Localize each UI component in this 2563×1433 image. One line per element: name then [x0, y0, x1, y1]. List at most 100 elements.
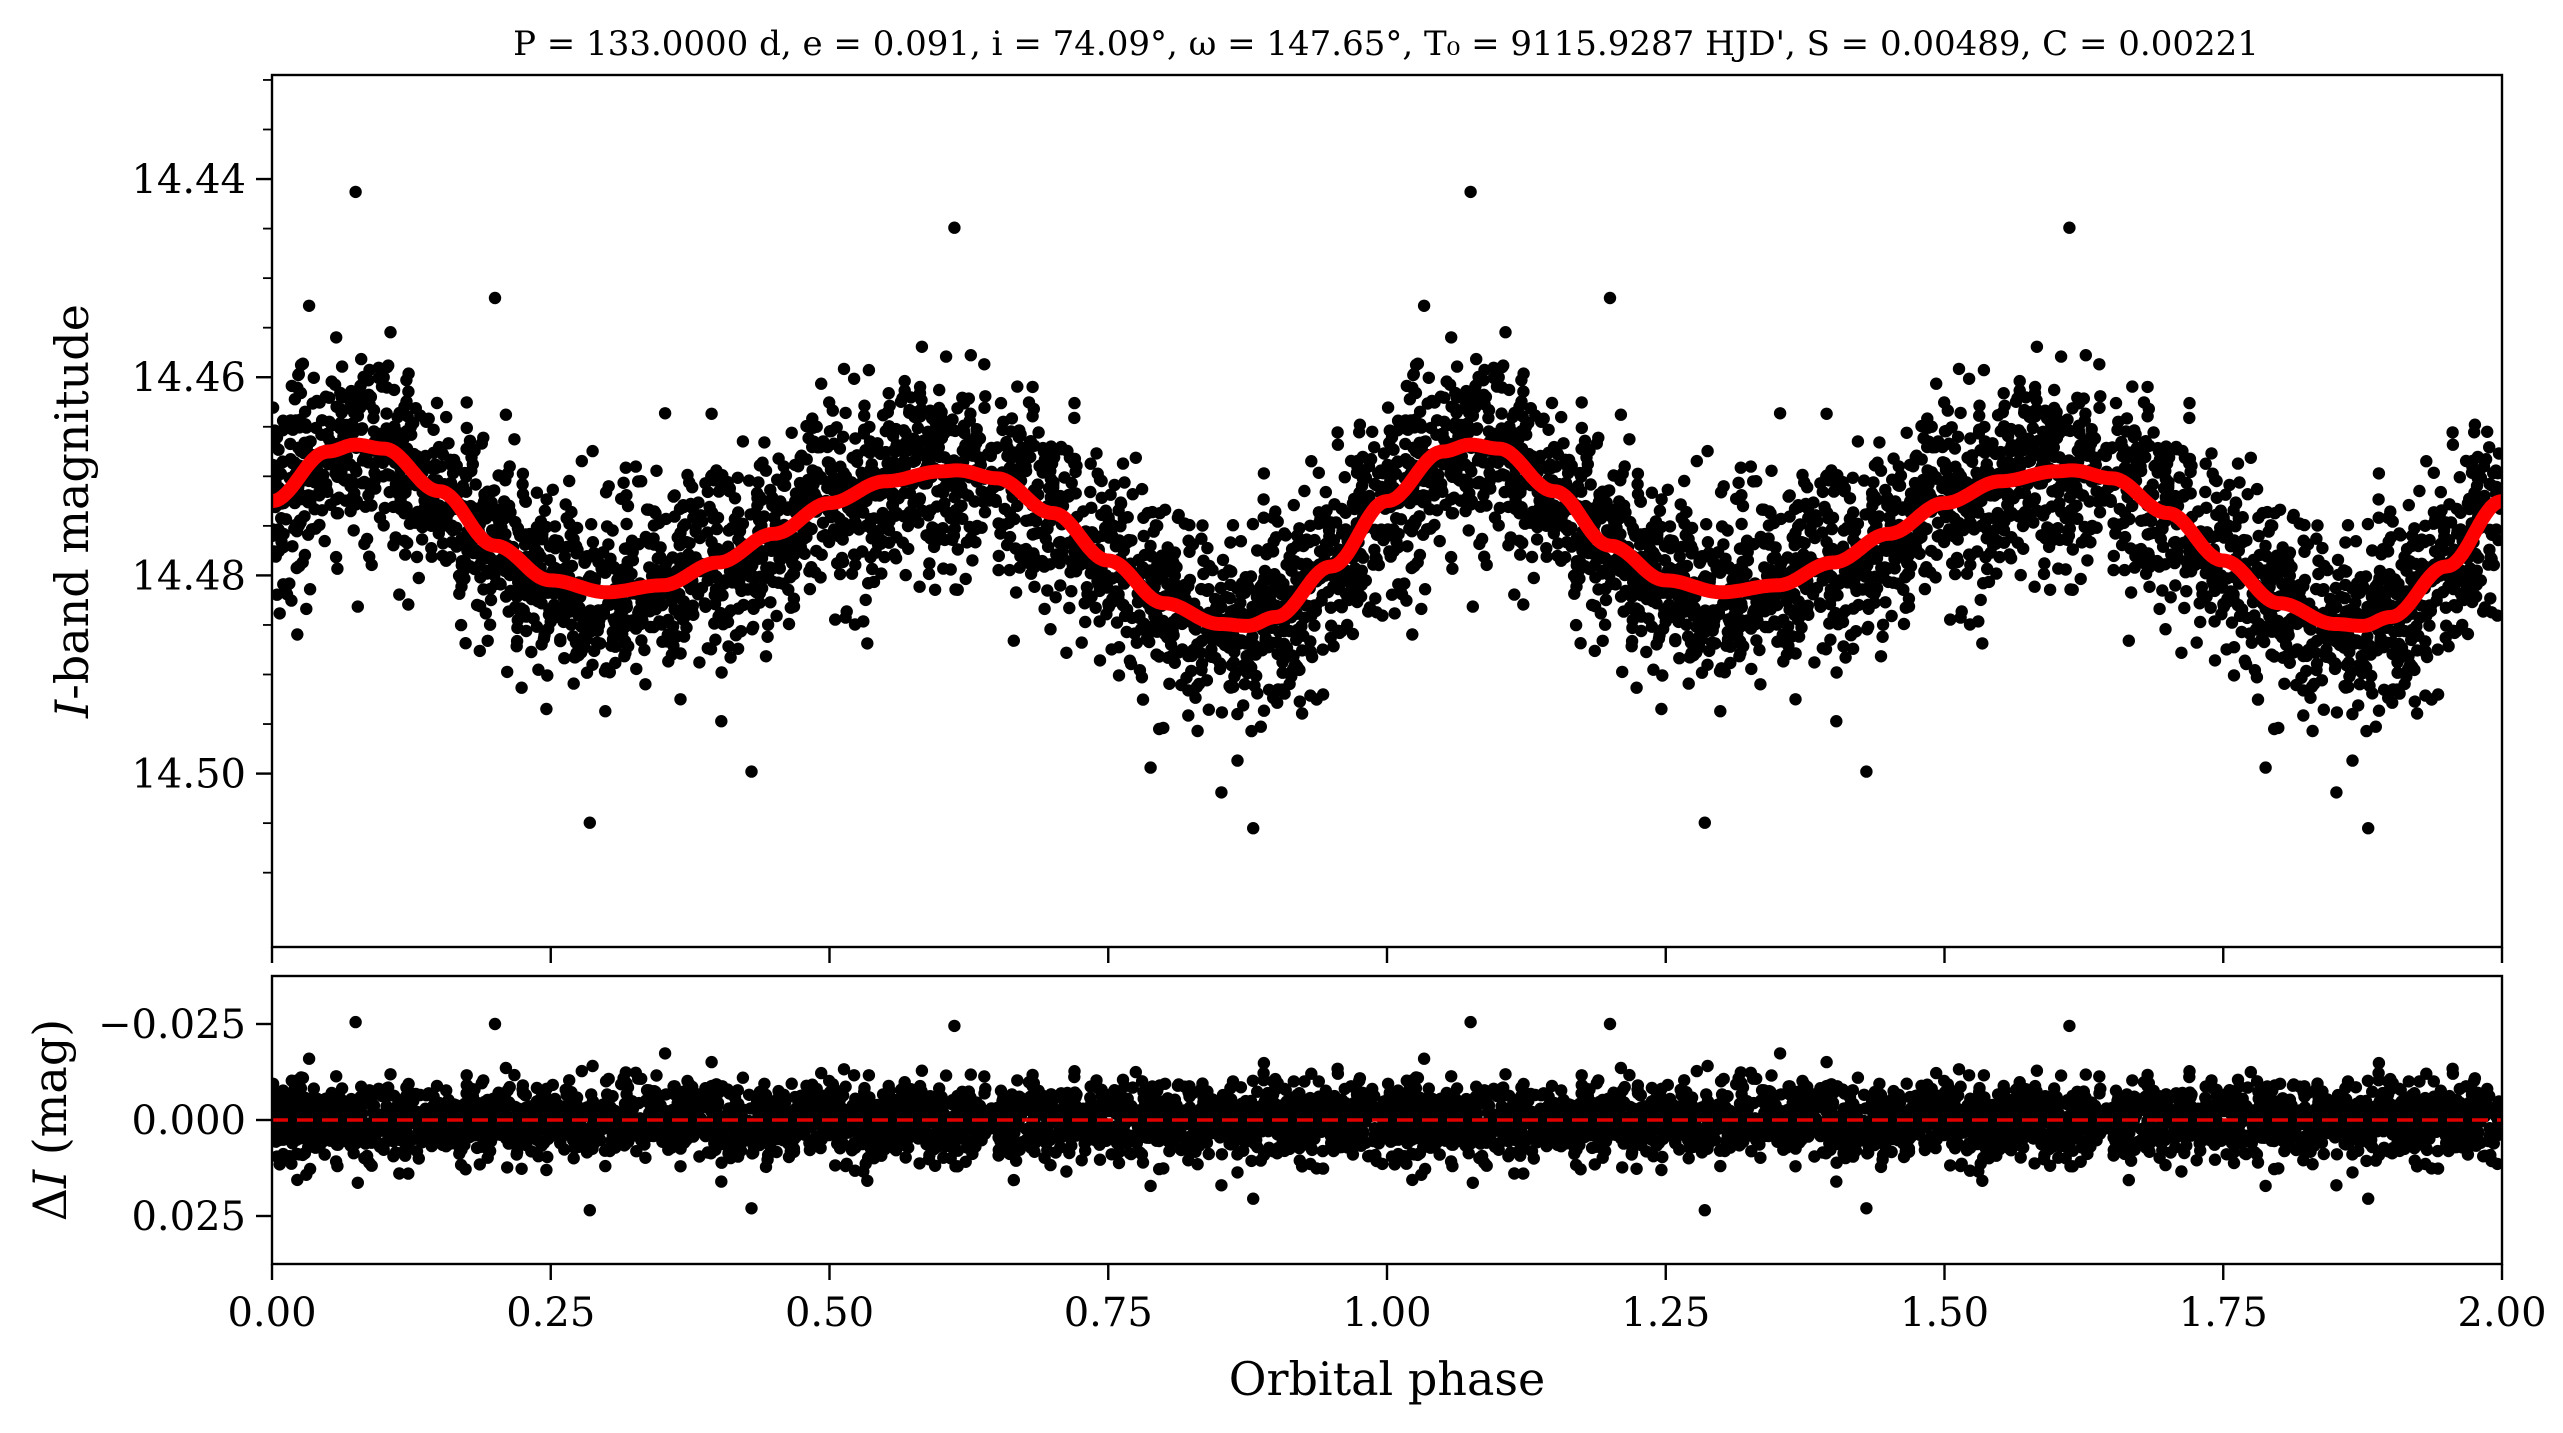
photometry-point	[1480, 499, 1493, 512]
photometry-point	[501, 665, 514, 679]
photometry-point	[2107, 563, 2120, 577]
photometry-point	[1099, 521, 1112, 534]
photometry-point	[1246, 517, 1260, 531]
photometry-point	[951, 402, 964, 415]
photometry-point	[1962, 372, 1976, 385]
photometry-point	[563, 517, 576, 531]
photometry-point	[606, 524, 619, 537]
photometry-point	[1631, 478, 1644, 491]
photometry-point	[1802, 608, 1815, 621]
photometry-point	[760, 544, 774, 557]
photometry-point	[725, 521, 739, 535]
photometry-point	[824, 464, 838, 477]
photometry-point	[1338, 471, 1352, 484]
photometry-point	[1226, 519, 1240, 532]
photometry-point	[674, 693, 687, 706]
photometry-point	[889, 445, 902, 458]
photometry-point	[1257, 493, 1270, 506]
photometry-point	[313, 518, 326, 532]
photometry-point	[704, 643, 718, 656]
photometry-point	[1614, 408, 1628, 421]
photometry-point	[330, 507, 343, 520]
photometry-point	[365, 558, 378, 572]
photometry-point	[515, 681, 528, 694]
photometry-point	[1003, 506, 1016, 520]
photometry-point	[2413, 484, 2426, 498]
photometry-point	[1026, 528, 1039, 541]
photometry-point	[1112, 504, 1125, 517]
photometry-point	[2061, 413, 2074, 426]
photometry-point	[1645, 486, 1659, 499]
photometry-point	[1574, 637, 1587, 650]
photometry-point	[2094, 390, 2107, 403]
photometry-point	[1178, 578, 1191, 592]
photometry-point	[956, 512, 969, 525]
photometry-point	[1780, 648, 1794, 661]
photometry-point	[957, 393, 970, 406]
photometry-point	[2320, 650, 2333, 663]
photometry-point	[2119, 452, 2133, 465]
photometry-point	[865, 523, 879, 536]
photometry-point	[2431, 643, 2444, 656]
photometry-point	[484, 593, 498, 607]
photometry-point	[674, 526, 687, 540]
photometry-point	[1767, 516, 1781, 530]
photometry-point	[2093, 358, 2106, 371]
photometry-point	[1227, 680, 1240, 694]
photometry-point	[1271, 696, 1284, 709]
photometry-point	[1634, 495, 1648, 508]
photometry-point	[1290, 633, 1303, 647]
photometry-point	[1095, 568, 1108, 582]
photometry-point	[554, 634, 567, 648]
photometry-point	[2457, 593, 2470, 607]
photometry-point	[2427, 466, 2440, 479]
photometry-point	[650, 598, 663, 612]
photometry-point	[608, 615, 621, 629]
photometry-point	[1216, 553, 1230, 567]
photometry-point	[377, 371, 390, 384]
photometry-point	[2148, 460, 2161, 473]
photometry-point	[957, 419, 971, 432]
photometry-point	[1137, 529, 1150, 543]
photometry-point	[509, 515, 522, 529]
photometry-point	[1734, 461, 1748, 474]
photometry-point	[345, 492, 359, 505]
photometry-point	[629, 460, 642, 473]
photometry-point	[839, 611, 852, 624]
photometry-point	[596, 546, 610, 559]
photometry-point	[558, 652, 571, 665]
photometry-point	[2129, 428, 2142, 441]
photometry-point	[290, 525, 304, 538]
photometry-point	[1257, 511, 1270, 524]
photometry-point	[2072, 393, 2085, 406]
photometry-point	[903, 514, 916, 527]
photometry-point	[1144, 761, 1157, 774]
photometry-point	[2485, 606, 2498, 619]
photometry-point	[937, 562, 950, 575]
photometry-point	[494, 578, 507, 591]
photometry-point	[1295, 707, 1309, 720]
photometry-point	[2434, 485, 2447, 499]
photometry-point	[2279, 638, 2293, 651]
photometry-point	[1921, 440, 1934, 454]
photometry-point	[1430, 414, 1444, 427]
photometry-point	[1060, 646, 1073, 659]
photometry-point	[1866, 499, 1879, 512]
photometry-point	[1938, 425, 1952, 438]
photometry-point	[2173, 471, 2186, 484]
photometry-point	[2118, 563, 2131, 577]
photometry-point	[272, 529, 279, 543]
photometry-point	[2071, 512, 2084, 525]
photometry-point	[2293, 578, 2306, 592]
photometry-point	[1851, 435, 1865, 448]
photometry-point	[1182, 684, 1195, 697]
photometry-point	[1814, 477, 1827, 490]
photometry-point	[1003, 563, 1016, 577]
photometry-point	[398, 534, 411, 547]
photometry-point	[1196, 519, 1209, 532]
photometry-point	[2470, 479, 2484, 493]
photometry-point	[997, 518, 1011, 531]
photometry-point	[2316, 541, 2329, 555]
photometry-point	[826, 404, 839, 417]
photometry-point	[1047, 475, 1060, 489]
